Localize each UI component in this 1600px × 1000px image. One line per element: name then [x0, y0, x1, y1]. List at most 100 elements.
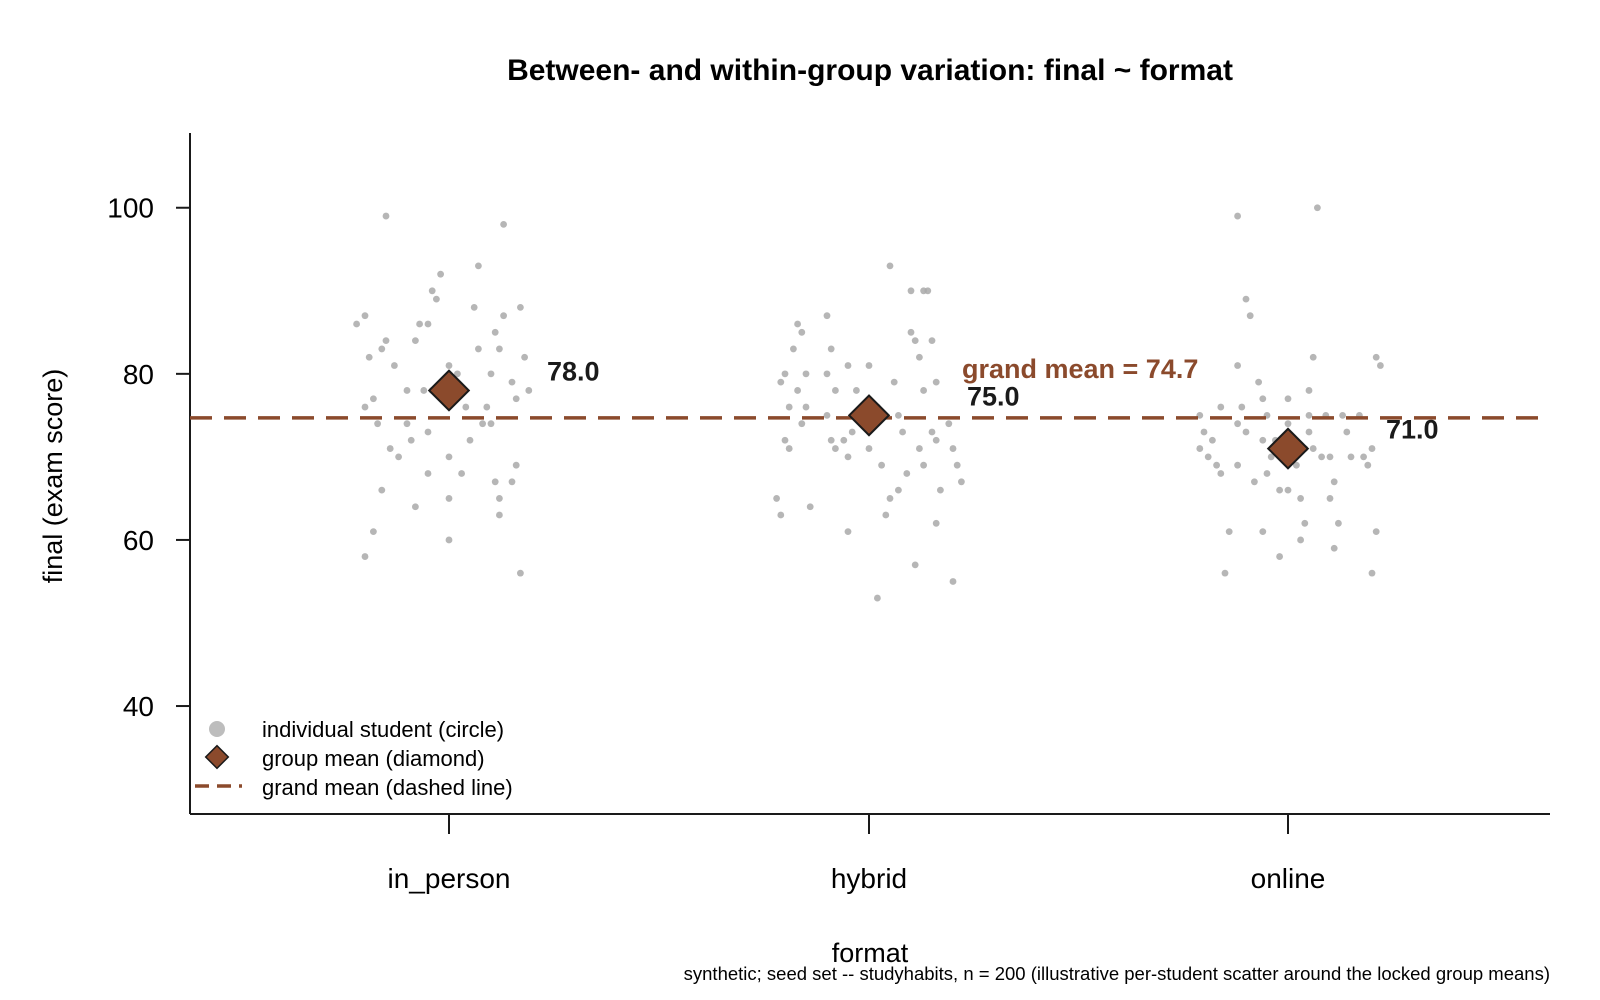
student-point: [920, 461, 927, 469]
student-point: [832, 445, 839, 452]
student-point: [1234, 420, 1241, 428]
student-point: [899, 428, 906, 436]
student-point: [525, 387, 533, 394]
student-point: [416, 320, 423, 328]
student-point: [382, 212, 390, 220]
y-axis-label: final (exam score): [38, 369, 68, 584]
student-point: [1314, 204, 1321, 212]
group-mean-diamond: [1266, 427, 1310, 470]
student-point: [437, 270, 444, 278]
student-point: [487, 370, 495, 378]
student-point: [1377, 362, 1384, 369]
student-point: [517, 304, 524, 311]
student-point: [512, 395, 520, 403]
student-point: [1263, 470, 1271, 477]
student-point: [777, 378, 785, 386]
y-ticks: 40 60 80 100: [107, 193, 190, 722]
student-point: [1213, 461, 1220, 469]
student-point: [798, 420, 806, 428]
student-point: [907, 328, 915, 336]
student-point: [1242, 428, 1250, 436]
student-point: [491, 478, 499, 486]
student-point: [403, 387, 411, 394]
student-point: [1284, 486, 1292, 494]
student-point: [1297, 536, 1304, 544]
student-point: [370, 395, 377, 403]
student-point: [1234, 461, 1241, 469]
student-point: [802, 403, 810, 411]
y-tick-label: 60: [123, 525, 154, 556]
student-point: [1318, 453, 1325, 461]
student-point: [483, 403, 491, 411]
student-point: [1305, 411, 1313, 419]
student-point: [1284, 420, 1292, 428]
student-point: [517, 569, 524, 577]
student-point: [790, 345, 797, 353]
student-point: [823, 411, 831, 419]
student-point: [890, 378, 898, 386]
student-point: [945, 420, 953, 428]
student-point: [794, 387, 801, 394]
student-point: [827, 345, 835, 353]
student-points: [353, 204, 1384, 602]
student-point: [361, 553, 369, 560]
student-point: [433, 295, 440, 303]
y-tick-label: 100: [107, 193, 154, 224]
student-point: [794, 320, 801, 328]
student-point: [475, 262, 482, 270]
student-point: [395, 453, 402, 461]
footnote: synthetic; seed set -- studyhabits, n = …: [684, 963, 1550, 984]
student-point: [1255, 378, 1262, 386]
student-point: [949, 578, 957, 585]
student-point: [878, 461, 885, 469]
student-point: [1234, 362, 1241, 369]
student-point: [844, 453, 852, 461]
student-point: [386, 445, 394, 452]
student-point: [445, 453, 453, 461]
student-point: [827, 436, 835, 444]
group-mean-label: 71.0: [1386, 415, 1439, 445]
student-point: [932, 436, 940, 444]
student-point: [496, 511, 503, 519]
student-point: [1221, 569, 1229, 577]
student-point: [777, 511, 785, 519]
student-point: [470, 304, 478, 311]
student-point: [937, 486, 944, 494]
student-point: [882, 511, 890, 519]
y-tick-label: 80: [123, 359, 154, 390]
student-point: [785, 445, 793, 452]
student-point: [412, 503, 419, 511]
student-point: [1284, 395, 1292, 403]
student-point: [1368, 569, 1376, 577]
legend-circle-marker: [209, 721, 225, 737]
student-point: [903, 470, 911, 477]
student-point: [806, 503, 814, 511]
student-point: [949, 445, 957, 452]
student-point: [1347, 453, 1355, 461]
student-point: [924, 287, 932, 295]
student-point: [462, 403, 470, 411]
student-point: [848, 428, 856, 436]
student-point: [466, 436, 474, 444]
student-point: [487, 420, 495, 428]
student-point: [895, 411, 902, 419]
student-point: [500, 312, 507, 320]
student-point: [1276, 553, 1283, 560]
student-point: [500, 220, 507, 228]
student-point: [773, 495, 780, 502]
student-point: [840, 436, 848, 444]
student-point: [928, 428, 936, 436]
student-point: [920, 387, 927, 394]
student-point: [1372, 353, 1380, 361]
student-point: [361, 312, 369, 320]
student-point: [1293, 461, 1300, 469]
y-tick-label: 40: [123, 691, 154, 722]
group-mean-diamond: [427, 369, 471, 412]
student-point: [475, 345, 482, 353]
student-point: [1276, 486, 1283, 494]
student-point: [1372, 528, 1380, 536]
legend-label-grand-mean: grand mean (dashed line): [262, 775, 513, 800]
student-point: [445, 362, 453, 369]
x-tick-label: in_person: [388, 863, 511, 894]
